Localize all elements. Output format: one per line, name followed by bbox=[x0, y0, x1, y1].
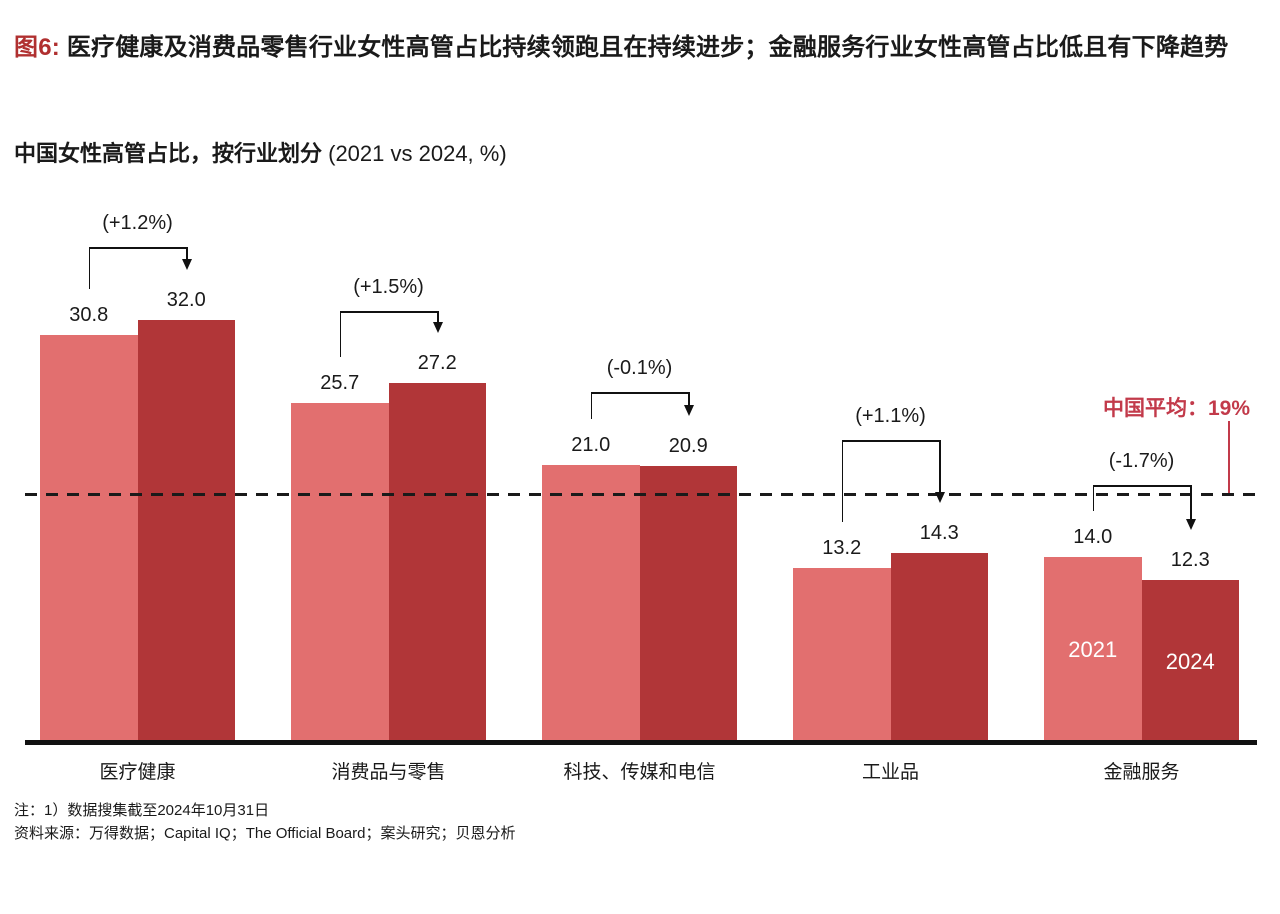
value-label-2024-金融服务: 12.3 bbox=[1170, 548, 1210, 571]
category-label-医疗健康: 医疗健康 bbox=[99, 762, 176, 783]
category-label-科技、传媒和电信: 科技、传媒和电信 bbox=[563, 762, 716, 783]
delta-label-医疗健康: (+1.2%) bbox=[102, 212, 173, 234]
delta-label-消费品与零售: (+1.5%) bbox=[353, 276, 424, 298]
arrow-down-icon bbox=[1186, 518, 1197, 530]
value-label-2021-工业品: 13.2 bbox=[822, 536, 862, 559]
bracket-left-line bbox=[1092, 485, 1095, 512]
bar-2021-消费品与零售 bbox=[291, 402, 389, 742]
bar-2021-金融服务 bbox=[1044, 557, 1142, 742]
chart-subtitle-units: (2021 vs 2024, %) bbox=[328, 141, 507, 166]
value-label-2021-金融服务: 14.0 bbox=[1073, 526, 1113, 549]
bracket-right-line bbox=[688, 392, 690, 407]
bracket-right-line bbox=[437, 311, 439, 323]
bar-2024-科技、传媒和电信 bbox=[639, 466, 737, 742]
bar-2024-消费品与零售 bbox=[388, 382, 486, 742]
value-label-2021-消费品与零售: 25.7 bbox=[320, 371, 360, 394]
bracket-horizontal-line bbox=[1092, 485, 1191, 487]
value-label-2024-科技、传媒和电信: 20.9 bbox=[668, 435, 708, 458]
arrow-down-icon bbox=[433, 321, 444, 333]
series-label-2021: 2021 bbox=[1068, 637, 1118, 662]
bracket-left-line bbox=[590, 392, 593, 419]
bracket-horizontal-line bbox=[88, 247, 187, 249]
bracket-left-line bbox=[88, 247, 91, 290]
category-label-金融服务: 金融服务 bbox=[1103, 762, 1180, 783]
arrow-down-icon bbox=[935, 492, 946, 504]
figure-title: 图6: 医疗健康及消费品零售行业女性高管占比持续领跑且在持续进步；金融服务行业女… bbox=[14, 28, 1266, 68]
value-label-2024-消费品与零售: 27.2 bbox=[417, 351, 457, 374]
delta-label-工业品: (+1.1%) bbox=[855, 405, 926, 427]
bar-2021-工业品 bbox=[793, 567, 891, 742]
value-label-2021-科技、传媒和电信: 21.0 bbox=[571, 433, 611, 456]
bar-2024-工业品 bbox=[890, 553, 988, 742]
bracket-right-line bbox=[186, 247, 188, 260]
value-label-2024-工业品: 14.3 bbox=[919, 522, 959, 545]
bracket-left-line bbox=[339, 311, 342, 357]
footnotes: 注：1）数据搜集截至2024年10月31日 资料来源：万得数据；Capital … bbox=[14, 799, 515, 845]
bracket-right-line bbox=[939, 440, 941, 494]
bracket-horizontal-line bbox=[339, 311, 438, 313]
chart-subtitle-text: 中国女性高管占比，按行业划分 bbox=[14, 141, 329, 166]
bracket-right-line bbox=[1190, 485, 1192, 520]
chart-subtitle: 中国女性高管占比，按行业划分 (2021 vs 2024, %) bbox=[14, 136, 507, 168]
bar-2024-医疗健康 bbox=[137, 319, 235, 742]
bracket-left-line bbox=[841, 440, 844, 522]
footnote-note: 注：1）数据搜集截至2024年10月31日 bbox=[14, 802, 270, 819]
average-line-label: 中国平均：19% bbox=[1102, 397, 1250, 420]
value-label-2024-医疗健康: 32.0 bbox=[166, 288, 206, 311]
arrow-down-icon bbox=[182, 258, 193, 270]
bar-2021-科技、传媒和电信 bbox=[542, 464, 640, 742]
bar-2024-金融服务 bbox=[1141, 579, 1239, 742]
x-axis-line bbox=[25, 740, 1257, 745]
arrow-down-icon bbox=[684, 405, 695, 417]
bracket-horizontal-line bbox=[841, 440, 940, 442]
bar-2021-医疗健康 bbox=[40, 335, 138, 742]
value-label-2021-医疗健康: 30.8 bbox=[69, 304, 109, 327]
series-label-2024: 2024 bbox=[1165, 649, 1215, 674]
category-label-消费品与零售: 消费品与零售 bbox=[331, 762, 446, 783]
figure-title-text: 医疗健康及消费品零售行业女性高管占比持续领跑且在持续进步；金融服务行业女性高管占… bbox=[59, 34, 1229, 61]
average-label-connector-line bbox=[1228, 421, 1230, 493]
average-dashed-line bbox=[25, 493, 1257, 496]
bracket-horizontal-line bbox=[590, 392, 689, 394]
figure-number-tag: 图6: bbox=[14, 34, 60, 61]
delta-label-科技、传媒和电信: (-0.1%) bbox=[606, 357, 673, 379]
delta-label-金融服务: (-1.7%) bbox=[1108, 450, 1175, 472]
footnote-sources: 资料来源：万得数据；Capital IQ；The Official Board；… bbox=[14, 825, 516, 842]
category-label-工业品: 工业品 bbox=[861, 762, 919, 783]
